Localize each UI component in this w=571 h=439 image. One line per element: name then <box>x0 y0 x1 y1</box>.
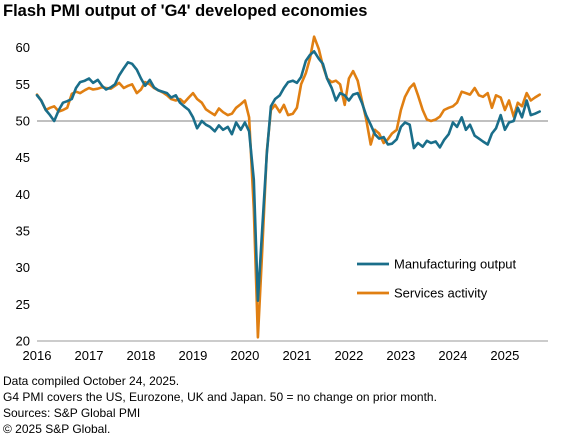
x-tick-label-2020: 2020 <box>230 348 259 363</box>
x-tick-label-2021: 2021 <box>282 348 311 363</box>
x-tick-label-2019: 2019 <box>178 348 207 363</box>
x-tick-label-2018: 2018 <box>127 348 156 363</box>
y-tick-label-30: 30 <box>16 260 30 275</box>
legend-label-manufacturing-output: Manufacturing output <box>394 257 517 272</box>
footnote-coverage: G4 PMI covers the US, Eurozone, UK and J… <box>3 390 437 404</box>
y-tick-label-55: 55 <box>16 77 30 92</box>
y-tick-label-20: 20 <box>16 334 30 349</box>
x-tick-label-2024: 2024 <box>438 348 467 363</box>
chart-title: Flash PMI output of 'G4' developed econo… <box>3 2 368 20</box>
x-tick-label-2016: 2016 <box>23 348 52 363</box>
footnote-copyright: © 2025 S&P Global. <box>3 422 111 436</box>
x-tick-label-2017: 2017 <box>75 348 104 363</box>
y-tick-label-45: 45 <box>16 150 30 165</box>
y-tick-label-50: 50 <box>16 114 30 129</box>
y-tick-label-35: 35 <box>16 224 30 239</box>
series-line-manufacturing-output <box>35 50 541 302</box>
y-tick-label-25: 25 <box>16 297 30 312</box>
x-tick-label-2025: 2025 <box>490 348 519 363</box>
x-tick-label-2023: 2023 <box>386 348 415 363</box>
x-axis-ticks: 2016 2017 2018 2019 2020 2021 2022 2023 2024 2025 <box>23 348 520 363</box>
footnote-sources: Sources: S&P Global PMI <box>3 406 141 420</box>
series-line-services-activity <box>35 35 541 339</box>
y-tick-label-60: 60 <box>16 40 30 55</box>
y-tick-label-40: 40 <box>16 187 30 202</box>
y-axis-ticks: 20 25 30 35 40 45 50 55 60 <box>16 40 30 348</box>
legend: Manufacturing output Services activity <box>357 257 517 301</box>
legend-label-services-activity: Services activity <box>394 286 488 301</box>
series-lines <box>35 35 541 339</box>
x-tick-label-2022: 2022 <box>334 348 363 363</box>
footnote-data-compiled: Data compiled October 24, 2025. <box>3 374 180 388</box>
